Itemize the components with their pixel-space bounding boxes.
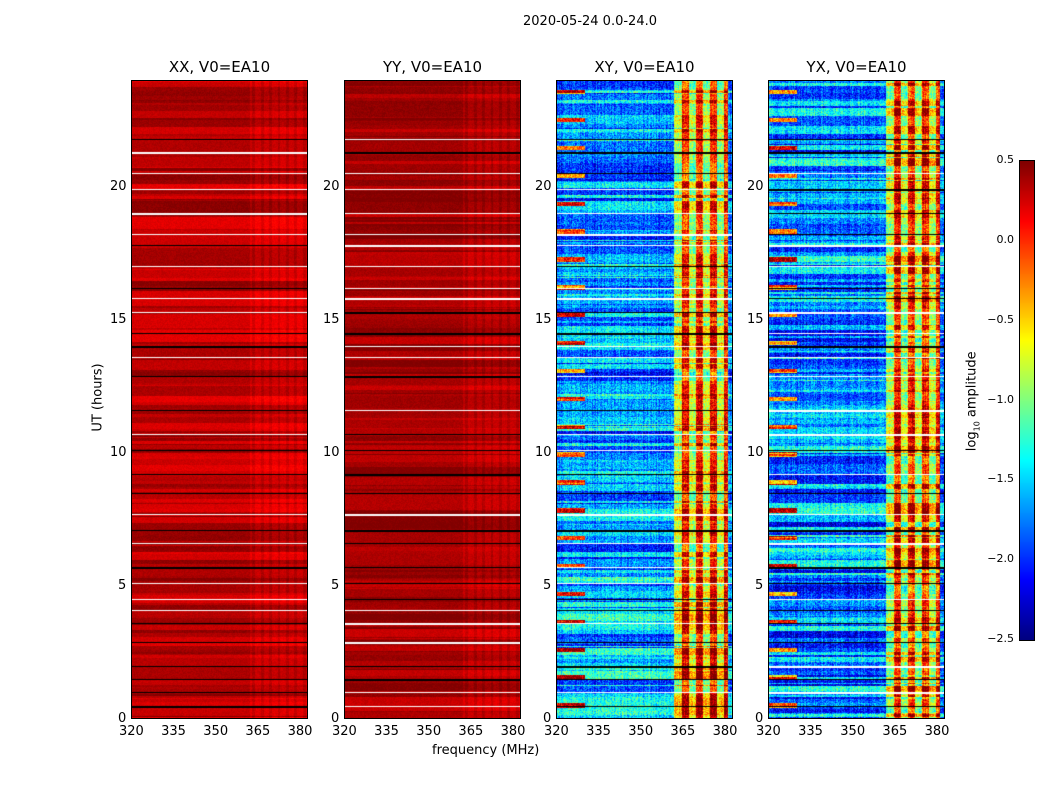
colorbar-tick-label: −0.5: [987, 312, 1014, 326]
heatmap-image: [344, 80, 521, 719]
y-tick-label: 5: [755, 577, 764, 593]
x-tick-label: 365: [458, 724, 484, 739]
x-tick-label: 380: [500, 724, 526, 739]
colorbar: [1019, 160, 1035, 641]
x-tick-label: 320: [119, 724, 144, 739]
y-tick-label: 15: [747, 311, 764, 327]
y-tick-label: 5: [118, 577, 127, 593]
y-axis-label: UT (hours): [90, 363, 106, 432]
heatmap-image: [768, 80, 945, 719]
y-tick-label: 20: [747, 178, 764, 194]
x-axis-label: frequency (MHz): [432, 743, 540, 758]
y-tick-label: 5: [543, 577, 552, 593]
heatmap-panel-yy: YY, V0=EA10: [344, 58, 521, 719]
x-tick-label: 335: [374, 724, 399, 739]
y-tick-label: 10: [535, 444, 552, 460]
colorbar-tick-label: −1.0: [987, 392, 1014, 406]
y-tick-label: 10: [110, 444, 127, 460]
x-tick-label: 320: [756, 724, 781, 739]
x-tick-label: 350: [840, 724, 866, 739]
colorbar-tick-label: 0.5: [996, 153, 1015, 166]
x-tick-label: 350: [416, 724, 442, 739]
y-tick-label: 20: [535, 178, 552, 194]
axes-frame: [131, 80, 308, 719]
y-tick-label: 10: [323, 444, 340, 460]
chart-title: 2020-05-24 0.0-24.0: [523, 14, 657, 29]
colorbar-tick-label: 0.0: [996, 232, 1015, 246]
y-tick-label: 20: [110, 178, 127, 194]
y-tick-label: 0: [331, 711, 340, 726]
colorbar-tick-label: −2.5: [987, 632, 1014, 645]
y-tick-label: 0: [543, 711, 552, 726]
x-tick-label: 380: [287, 724, 313, 739]
x-tick-label: 380: [924, 724, 950, 739]
y-tick-label: 15: [323, 311, 340, 327]
x-tick-label: 335: [798, 724, 823, 739]
y-tick-label: 10: [747, 444, 764, 460]
x-tick-label: 320: [332, 724, 357, 739]
x-tick-label: 380: [712, 724, 738, 739]
colorbar-tick-label: −1.5: [987, 472, 1014, 486]
y-tick-label: 15: [535, 311, 552, 327]
axes-frame: [344, 80, 521, 719]
axes-frame: [556, 80, 733, 719]
colorbar-label: log10 amplitude: [964, 351, 982, 452]
x-tick-label: 350: [628, 724, 654, 739]
y-tick-label: 0: [118, 711, 127, 726]
heatmap-panel-xx: XX, V0=EA10: [131, 58, 308, 719]
y-tick-label: 20: [323, 178, 340, 194]
x-tick-label: 335: [161, 724, 186, 739]
x-tick-label: 335: [586, 724, 611, 739]
heatmap-image: [131, 80, 308, 719]
heatmap-panel-xy: XY, V0=EA10: [556, 58, 733, 719]
axes-frame: [768, 80, 945, 719]
x-tick-label: 320: [544, 724, 569, 739]
panel-title: YY, V0=EA10: [382, 58, 483, 76]
x-tick-label: 365: [245, 724, 271, 739]
x-tick-label: 350: [203, 724, 229, 739]
panel-title: YX, V0=EA10: [806, 58, 907, 76]
x-tick-label: 365: [670, 724, 696, 739]
heatmap-panel-yx: YX, V0=EA10: [768, 58, 945, 719]
y-tick-label: 15: [110, 311, 127, 327]
heatmap-image: [556, 80, 733, 719]
y-tick-label: 5: [331, 577, 340, 593]
colorbar-tick-label: −2.0: [987, 552, 1014, 566]
panel-title: XX, V0=EA10: [168, 58, 271, 76]
x-tick-label: 365: [882, 724, 908, 739]
panel-title: XY, V0=EA10: [594, 58, 695, 76]
y-tick-label: 0: [755, 711, 764, 726]
